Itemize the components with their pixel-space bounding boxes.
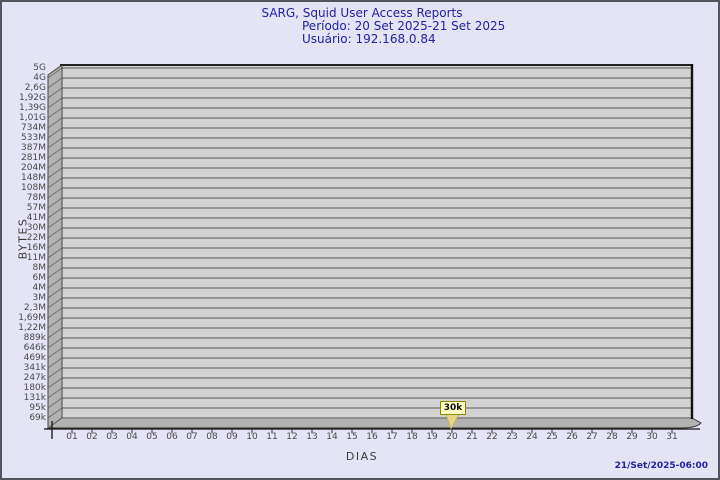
y-tick-label: 734M <box>21 123 46 133</box>
x-tick-label: 01 <box>66 432 78 442</box>
wall-tick-lines <box>47 67 63 429</box>
y-tick-label: 16M <box>26 243 46 253</box>
x-tick-label: 07 <box>186 432 198 442</box>
y-tick-label: 469k <box>23 353 46 363</box>
x-tick-label: 29 <box>626 432 638 442</box>
x-tick-label: 26 <box>566 432 578 442</box>
y-tick-label: 3M <box>32 293 47 303</box>
gridlines <box>62 67 692 419</box>
x-tick-label: 30 <box>646 432 658 442</box>
chart-floor <box>46 417 702 429</box>
x-tick-label: 28 <box>606 432 618 442</box>
y-tick-label: 6M <box>32 273 47 283</box>
x-tick-label: 18 <box>406 432 418 442</box>
x-tick-label: 24 <box>526 432 538 442</box>
y-tick-label: 4M <box>32 283 47 293</box>
x-tick-label: 03 <box>106 432 118 442</box>
y-tick-label: 148M <box>21 173 46 183</box>
x-axis-ticks <box>71 429 673 434</box>
x-tick-label: 06 <box>166 432 178 442</box>
y-tick-label: 69k <box>29 413 46 423</box>
y-tick-label: 2,3M <box>23 303 46 313</box>
y-tick-label: 281M <box>21 153 46 163</box>
y-tick-label: 1,69M <box>18 313 46 323</box>
x-tick-label: 02 <box>86 432 98 442</box>
y-tick-label: 22M <box>26 233 46 243</box>
chart-subtitle-user: Usuário: 192.168.0.84 <box>302 32 436 46</box>
x-tick-label: 14 <box>326 432 338 442</box>
x-tick-label: 20 <box>446 432 458 442</box>
chart-title: SARG, Squid User Access Reports <box>261 6 463 20</box>
y-tick-label: 1,92G <box>18 93 46 103</box>
x-tick-label: 25 <box>546 432 558 442</box>
x-axis-title: DIAS <box>345 450 379 463</box>
y-tick-label: 533M <box>21 133 46 143</box>
y-tick-label: 204M <box>21 163 46 173</box>
y-tick-label: 2,6G <box>24 83 46 93</box>
x-tick-label: 23 <box>506 432 518 442</box>
y-tick-label: 247k <box>23 373 46 383</box>
y-tick-label: 341k <box>23 363 46 373</box>
x-tick-label: 10 <box>246 432 258 442</box>
plot-area <box>62 65 692 418</box>
y-tick-label: 889k <box>23 333 46 343</box>
x-tick-label: 11 <box>266 432 278 442</box>
x-tick-label: 13 <box>306 432 318 442</box>
y-tick-label: 5G <box>33 63 46 73</box>
x-tick-label: 15 <box>346 432 358 442</box>
x-tick-label: 27 <box>586 432 598 442</box>
y-tick-label: 131k <box>23 393 46 403</box>
y-tick-label: 30M <box>26 223 46 233</box>
x-tick-label: 05 <box>146 432 158 442</box>
y-tick-label: 41M <box>26 213 46 223</box>
y-tick-label: 108M <box>21 183 46 193</box>
x-tick-label: 21 <box>466 432 478 442</box>
x-tick-label: 31 <box>666 432 678 442</box>
y-tick-label: 78M <box>26 193 46 203</box>
generation-timestamp: 21/Set/2025-06:00 <box>614 461 708 471</box>
y-tick-label: 95k <box>29 403 46 413</box>
x-tick-label: 04 <box>126 432 138 442</box>
y-tick-label: 8M <box>32 263 47 273</box>
x-tick-label: 19 <box>426 432 438 442</box>
x-tick-label: 22 <box>486 432 498 442</box>
y-tick-label: 1,39G <box>18 103 46 113</box>
x-tick-label: 09 <box>226 432 238 442</box>
y-tick-label: 646k <box>23 343 46 353</box>
y-tick-label: 180k <box>23 383 46 393</box>
data-point-label: 30k <box>440 401 466 415</box>
x-tick-label: 08 <box>206 432 218 442</box>
y-tick-label: 1,01G <box>18 113 46 123</box>
y-tick-label: 4G <box>33 73 46 83</box>
y-tick-label: 57M <box>26 203 46 213</box>
x-tick-label: 12 <box>286 432 298 442</box>
x-tick-label: 16 <box>366 432 378 442</box>
y-tick-label: 11M <box>26 253 46 263</box>
y-axis-title: BYTES <box>16 217 30 260</box>
y-tick-label: 1,22M <box>18 323 46 333</box>
y-tick-label: 387M <box>21 143 46 153</box>
x-tick-label: 17 <box>386 432 398 442</box>
chart-subtitle-period: Período: 20 Set 2025-21 Set 2025 <box>302 19 506 33</box>
